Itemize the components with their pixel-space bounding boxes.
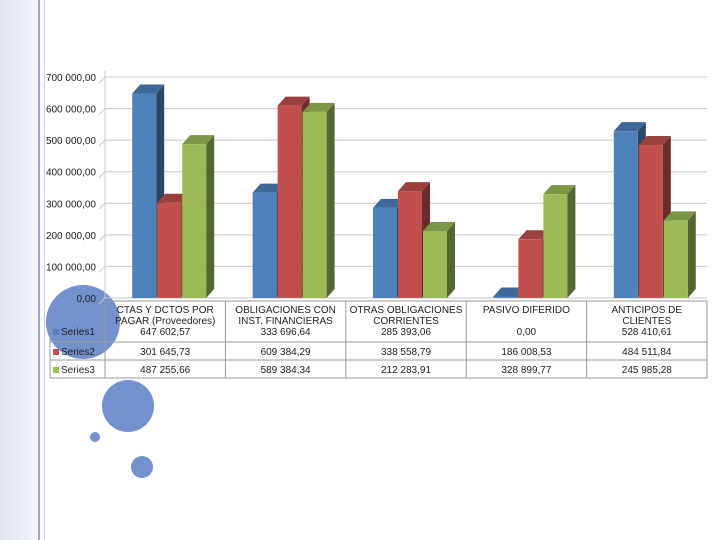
table-cell: 338 558,79 <box>381 347 431 358</box>
bar-top-series2 <box>638 136 671 146</box>
slide-left-rule-thin <box>44 0 45 540</box>
gridline-depth <box>98 108 106 115</box>
gridline-depth <box>98 76 106 84</box>
bar-top-series1 <box>373 198 405 208</box>
legend-key-series2 <box>53 349 59 355</box>
y-tick-label: 700 000,00 <box>46 73 96 84</box>
table-cell: 647 602,57 <box>140 327 190 338</box>
category-label: OTRAS OBLIGACIONES CORRIENTES <box>350 305 463 327</box>
bar-top-series2 <box>518 230 551 240</box>
table-cell: 186 008,53 <box>501 347 551 358</box>
bar-series2 <box>638 145 663 298</box>
y-tick-label: 0,00 <box>77 294 97 305</box>
decor-circle-large <box>46 285 120 359</box>
table-cell: 328 899,77 <box>501 365 551 376</box>
table-cell: 589 384,34 <box>261 365 311 376</box>
bar-top-series1 <box>252 183 285 193</box>
bar-side-series3 <box>206 135 215 298</box>
table-cell: 333 696,64 <box>261 327 311 338</box>
gridline-depth <box>98 266 106 273</box>
gridline-depth <box>98 202 106 210</box>
table-cell: 487 255,66 <box>140 365 190 376</box>
bar-top-series3 <box>663 211 696 221</box>
gridline-depth <box>98 234 106 242</box>
category-label: OBLIGACIONES CON INST. FINANCIERAS <box>235 305 336 327</box>
slide-left-band <box>0 0 40 540</box>
bar-side-series3 <box>687 211 696 298</box>
legend-key-series3 <box>53 367 59 373</box>
bar-top-series2 <box>277 96 310 106</box>
bar-top-series3 <box>182 135 215 145</box>
table-cell: 285 393,06 <box>381 327 431 338</box>
bar-series2 <box>157 202 182 298</box>
decor-circle-small <box>131 456 153 478</box>
bar-top-series2 <box>398 182 430 192</box>
decor-circle-medium <box>102 380 154 432</box>
bar-top-series3 <box>543 185 576 195</box>
series-label: Series2 <box>61 347 95 358</box>
bar-top-series3 <box>423 221 455 231</box>
table-cell: 609 384,29 <box>261 347 311 358</box>
y-tick-label: 100 000,00 <box>46 262 96 273</box>
table-cell: 301 645,73 <box>140 347 190 358</box>
gridline-depth <box>98 139 106 147</box>
bar-series1 <box>493 296 518 298</box>
y-tick-label: 600 000,00 <box>46 105 96 116</box>
bar-series3 <box>302 111 327 298</box>
bar-top-series1 <box>493 287 526 297</box>
series-label: Series1 <box>61 327 95 338</box>
gridline-depth <box>98 297 106 305</box>
table-cell: 212 283,91 <box>381 365 431 376</box>
y-tick-label: 200 000,00 <box>46 231 96 242</box>
series-label: Series3 <box>61 365 95 376</box>
table-cell: 484 511,84 <box>622 347 672 358</box>
bar-side-series3 <box>447 221 455 298</box>
bar-series2 <box>518 239 543 298</box>
bar-series3 <box>423 230 447 298</box>
bar-series1 <box>252 192 277 298</box>
bar-series2 <box>277 105 302 298</box>
table-cell: 0,00 <box>517 327 537 338</box>
bar-series2 <box>398 191 422 298</box>
bar-series1 <box>132 93 157 298</box>
y-tick-label: 500 000,00 <box>46 136 96 147</box>
bar-top-series2 <box>157 193 190 203</box>
bar-series1 <box>373 207 397 298</box>
bar-series3 <box>543 194 568 298</box>
table-cell: 245 985,28 <box>622 365 672 376</box>
table-cell: 528 410,61 <box>622 327 672 338</box>
category-label: PASIVO DIFERIDO <box>483 305 570 316</box>
y-tick-label: 400 000,00 <box>46 168 96 179</box>
bar-series3 <box>663 220 688 298</box>
y-tick-label: 300 000,00 <box>46 199 96 210</box>
category-label: CTAS Y DCTOS POR PAGAR (Proveedores) <box>115 305 215 327</box>
bar-top-series1 <box>613 122 646 132</box>
legend-key-series1 <box>53 329 59 335</box>
bar-top-series1 <box>132 84 165 94</box>
bar-series1 <box>613 131 638 298</box>
decor-circle-tiny <box>90 432 100 442</box>
gridline-depth <box>98 171 106 179</box>
category-label: ANTICIPOS DE CLIENTES <box>612 305 683 327</box>
bar-side-series3 <box>326 102 335 298</box>
bar-side-series3 <box>567 185 576 298</box>
slide-left-rule <box>38 0 40 540</box>
bar-top-series3 <box>302 102 335 112</box>
bar-series3 <box>182 144 207 298</box>
